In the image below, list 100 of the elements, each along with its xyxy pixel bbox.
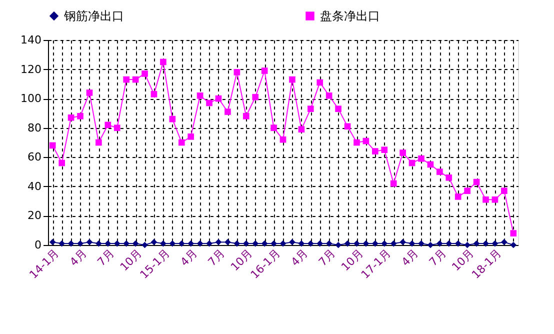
- point: [298, 240, 305, 247]
- point: [482, 240, 489, 247]
- point: [307, 106, 314, 112]
- point: [289, 76, 296, 83]
- point: [160, 58, 166, 66]
- y-tick-label: 80: [28, 121, 42, 134]
- point: [123, 76, 130, 83]
- x-tick-label: 7月: [316, 246, 338, 269]
- x-tick-label: 7月: [206, 246, 228, 269]
- point: [215, 95, 222, 102]
- point: [335, 106, 342, 112]
- point: [261, 68, 268, 74]
- point: [49, 238, 56, 246]
- point: [242, 240, 250, 247]
- point: [114, 240, 120, 247]
- point: [454, 240, 462, 247]
- point: [150, 238, 158, 246]
- point: [344, 123, 351, 130]
- point: [96, 139, 102, 146]
- point: [178, 139, 185, 146]
- point: [96, 240, 102, 247]
- point: [132, 240, 139, 247]
- point: [326, 92, 332, 99]
- point: [408, 240, 416, 247]
- y-tick-label: 100: [20, 92, 42, 106]
- point: [298, 126, 305, 132]
- point: [86, 90, 93, 96]
- point: [464, 188, 470, 194]
- point: [482, 196, 489, 203]
- legend-label: 盘条净出口: [320, 9, 380, 23]
- point: [510, 230, 517, 236]
- point: [280, 136, 286, 143]
- point: [381, 240, 388, 247]
- point: [372, 240, 378, 247]
- point: [344, 240, 351, 247]
- x-tick-label: 4月: [178, 246, 200, 269]
- point: [114, 124, 120, 132]
- point: [473, 240, 480, 247]
- point: [354, 139, 360, 146]
- point: [68, 114, 74, 121]
- point: [252, 94, 259, 100]
- point: [142, 70, 148, 77]
- point: [270, 124, 277, 132]
- y-tick-label: 20: [28, 209, 42, 222]
- point: [289, 238, 296, 246]
- point: [252, 240, 259, 247]
- y-tick-label: 60: [28, 150, 42, 164]
- point: [390, 240, 397, 247]
- point: [307, 240, 314, 247]
- point: [58, 160, 65, 166]
- point: [242, 112, 250, 120]
- point: [270, 240, 277, 247]
- x-tick-label: 7月: [94, 246, 117, 269]
- point: [280, 240, 286, 247]
- point: [492, 240, 498, 247]
- point: [234, 69, 240, 76]
- point: [400, 150, 406, 156]
- point: [68, 240, 74, 247]
- point: [473, 178, 480, 186]
- point: [335, 242, 342, 248]
- point: [77, 240, 84, 247]
- point: [86, 238, 93, 246]
- point: [501, 238, 508, 246]
- point: [316, 240, 324, 247]
- point: [326, 240, 332, 247]
- point: [142, 242, 148, 248]
- point: [446, 240, 452, 247]
- point: [418, 155, 424, 162]
- x-tick-label: 4月: [399, 246, 422, 269]
- point: [224, 108, 231, 115]
- point: [224, 238, 231, 246]
- point: [132, 76, 139, 83]
- point: [492, 196, 498, 203]
- point: [454, 194, 462, 200]
- y-tick-label: 40: [28, 180, 42, 193]
- point: [427, 242, 434, 248]
- point: [206, 100, 212, 106]
- point: [316, 79, 324, 86]
- point: [408, 160, 416, 166]
- point: [49, 142, 56, 149]
- point: [354, 240, 360, 247]
- point: [381, 146, 388, 153]
- point: [400, 238, 406, 246]
- point: [390, 180, 397, 187]
- point: [436, 240, 443, 247]
- x-tick-label: 4月: [67, 246, 90, 269]
- y-tick-label: 0: [34, 238, 42, 252]
- point: [160, 240, 166, 247]
- point: [215, 238, 222, 246]
- point: [418, 240, 424, 247]
- x-tick-label: 4月: [288, 246, 310, 269]
- x-tick-label: 7月: [426, 246, 449, 269]
- point: [234, 240, 240, 247]
- point: [436, 168, 443, 175]
- point: [510, 242, 517, 248]
- point: [501, 188, 508, 194]
- point: [188, 133, 194, 140]
- point: [427, 161, 434, 168]
- point: [188, 240, 194, 247]
- point: [261, 240, 268, 247]
